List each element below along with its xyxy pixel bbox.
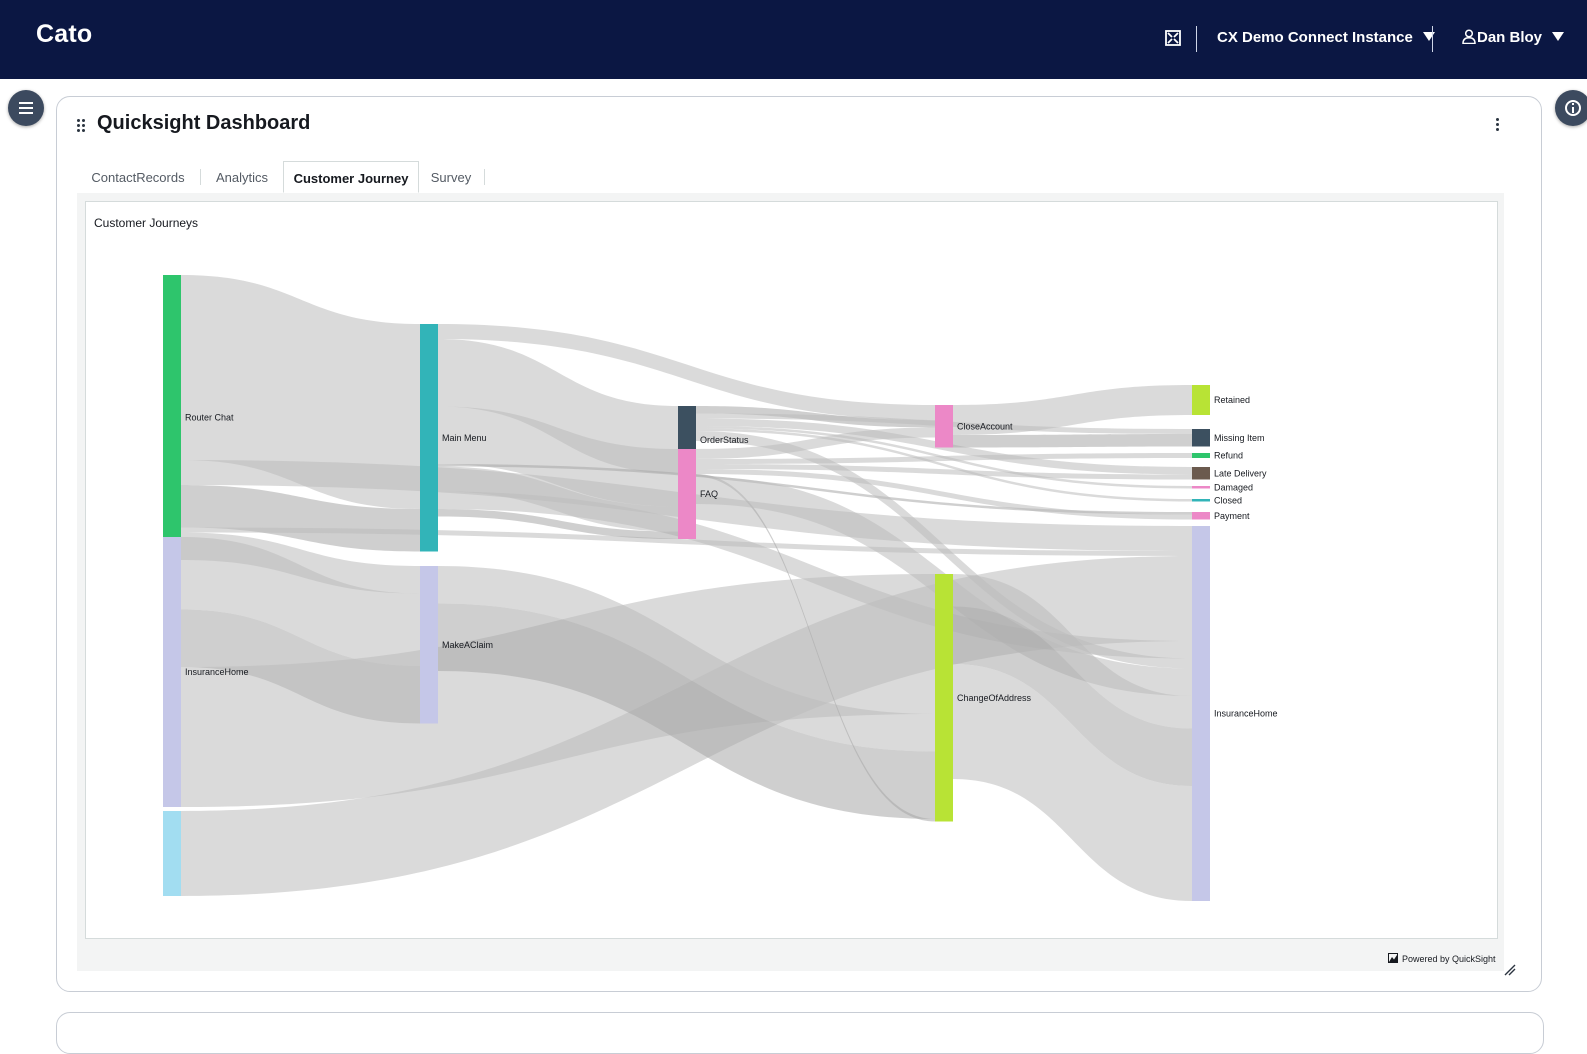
info-button[interactable]: [1555, 90, 1587, 126]
powered-by-quicksight[interactable]: Powered by QuickSight: [1388, 953, 1496, 964]
sankey-link-change-of-address-to-insurance-home-dst[interactable]: [953, 606, 1192, 787]
sankey-node-label: MakeAClaim: [442, 640, 493, 650]
sankey-chart: Router Chat InsuranceHome Main Menu MakeACl…: [163, 275, 1278, 901]
sankey-link-close-account-to-retained[interactable]: [953, 385, 1192, 435]
sankey-node-missing-item[interactable]: [1192, 429, 1210, 447]
sankey-link-make-a-claim-to-change-of-address[interactable]: [438, 566, 935, 752]
top-bar: Cato CX Demo Connect Instance Dan Bloy: [0, 0, 1587, 79]
sankey-node-unlabeled-src[interactable]: [163, 811, 181, 896]
sankey-node-change-of-address[interactable]: [935, 574, 953, 822]
sankey-link-insurance-home-src-to-change-of-address[interactable]: [181, 574, 935, 807]
tab-analytics[interactable]: Analytics: [215, 170, 269, 185]
sankey-link-main-menu-to-faq[interactable]: [438, 509, 678, 539]
dashboard-tabs: ContactRecords Analytics Customer Journe…: [77, 161, 1504, 194]
tab-divider: [200, 169, 201, 185]
sankey-node-label: ChangeOfAddress: [957, 693, 1032, 703]
sankey-node-late-delivery[interactable]: [1192, 467, 1210, 480]
sankey-node-label: Closed: [1214, 495, 1242, 505]
resize-handle-icon[interactable]: [1504, 964, 1516, 976]
menu-toggle-button[interactable]: [8, 90, 44, 126]
sankey-node-label: Payment: [1214, 511, 1250, 521]
sankey-node-label: Late Delivery: [1214, 468, 1267, 478]
app-brand[interactable]: Cato: [36, 20, 93, 48]
sankey-node-insurance-home-dst[interactable]: [1192, 526, 1210, 901]
sankey-link-main-menu-to-order-status[interactable]: [438, 339, 678, 474]
sankey-node-label: Missing Item: [1214, 433, 1265, 443]
sankey-node-main-menu[interactable]: [420, 324, 438, 552]
instance-label: CX Demo Connect Instance: [1217, 29, 1413, 46]
sankey-node-router-chat[interactable]: [163, 275, 181, 560]
sankey-node-retained[interactable]: [1192, 385, 1210, 415]
header-divider: [1196, 26, 1197, 52]
powered-by-text: Powered by QuickSight: [1402, 954, 1496, 964]
drag-handle-icon[interactable]: [76, 118, 86, 132]
caret-down-icon: [1552, 32, 1565, 41]
user-menu[interactable]: Dan Bloy: [1462, 29, 1565, 46]
sankey-link-main-menu-to-payment[interactable]: [438, 464, 1192, 515]
sankey-node-label: Router Chat: [185, 413, 234, 423]
sankey-node-payment[interactable]: [1192, 512, 1210, 520]
sankey-node-faq[interactable]: [678, 449, 696, 539]
next-card: [56, 1012, 1544, 1054]
sankey-node-label: Damaged: [1214, 482, 1253, 492]
user-name: Dan Bloy: [1477, 29, 1543, 46]
instance-selector[interactable]: CX Demo Connect Instance: [1217, 29, 1435, 46]
info-icon-bar: [1572, 107, 1574, 113]
sankey-link-faq-to-payment[interactable]: [696, 469, 1192, 520]
card-title: Quicksight Dashboard: [97, 112, 311, 134]
sankey-node-label: InsuranceHome: [185, 667, 249, 677]
sankey-node-make-a-claim[interactable]: [420, 566, 438, 724]
info-icon: [1565, 100, 1581, 116]
hamburger-icon-line: [19, 107, 33, 109]
sankey-link-change-of-address-to-insurance-home-dst[interactable]: [953, 664, 1192, 901]
sankey-node-closed[interactable]: [1192, 499, 1210, 502]
caret-down-icon: [1422, 32, 1435, 41]
tab-divider: [484, 169, 485, 185]
sankey-link-router-chat-to-main-menu[interactable]: [181, 485, 420, 552]
sankey-link-main-menu-to-close-account[interactable]: [438, 324, 935, 420]
sankey-link-make-a-claim-to-change-of-address[interactable]: [438, 603, 935, 820]
sankey-node-label: FAQ: [700, 489, 718, 499]
sankey-node-insurance-home-src[interactable]: [163, 537, 181, 807]
sankey-node-label: Refund: [1214, 451, 1243, 461]
tab-survey[interactable]: Survey: [430, 170, 472, 185]
sankey-link-faq-to-late-delivery[interactable]: [696, 464, 1192, 480]
visual-title: Customer Journeys: [94, 216, 199, 230]
info-icon-dot: [1572, 103, 1574, 105]
sankey-link-close-account-to-missing-item[interactable]: [953, 434, 1192, 448]
sankey-link-order-status-to-insurance-home-dst[interactable]: [696, 431, 1192, 669]
hamburger-icon-line: [19, 112, 33, 114]
sankey-node-damaged[interactable]: [1192, 486, 1210, 489]
sankey-node-label: Retained: [1214, 395, 1250, 405]
sankey-link-insurance-home-src-to-make-a-claim[interactable]: [181, 537, 420, 666]
sankey-node-label: InsuranceHome: [1214, 709, 1278, 719]
sankey-node-refund[interactable]: [1192, 453, 1210, 458]
sankey-node-close-account[interactable]: [935, 405, 953, 448]
hamburger-icon: [19, 102, 33, 104]
sankey-link-main-menu-to-faq[interactable]: [438, 406, 678, 507]
sankey-link-faq-to-change-of-address[interactable]: [696, 474, 935, 822]
sankey-nodes: Router Chat InsuranceHome Main Menu MakeACl…: [163, 275, 1278, 901]
sankey-link-main-menu-to-insurance-home-dst[interactable]: [438, 491, 1192, 659]
customer-journeys-visual: Customer Journeys Router Chat InsuranceHo…: [85, 201, 1498, 939]
dashboard-card: Quicksight Dashboard ContactRecords Anal…: [56, 96, 1542, 992]
sankey-link-change-of-address-to-insurance-home-dst[interactable]: [953, 574, 1192, 729]
sankey-link-order-status-to-closed[interactable]: [696, 428, 1192, 502]
tab-contact-records[interactable]: ContactRecords: [91, 170, 185, 185]
sankey-node-label: Main Menu: [442, 433, 487, 443]
more-options-icon[interactable]: [1494, 117, 1502, 133]
quicksight-logo-icon: [1388, 953, 1398, 963]
header-divider: [1432, 26, 1433, 52]
sankey-links: [181, 275, 1192, 901]
sankey-link-faq-to-refund[interactable]: [696, 453, 1192, 464]
user-icon: [1462, 29, 1476, 44]
quicksight-embed: Customer Journeys Router Chat InsuranceHo…: [77, 193, 1504, 971]
sankey-node-label: OrderStatus: [700, 435, 749, 445]
fullscreen-icon[interactable]: [1164, 29, 1182, 47]
sankey-link-router-chat-to-main-menu[interactable]: [181, 275, 420, 509]
sankey-node-label: CloseAccount: [957, 421, 1013, 431]
sankey-link-faq-to-close-account[interactable]: [696, 427, 935, 460]
tab-customer-journey[interactable]: Customer Journey: [283, 161, 419, 193]
